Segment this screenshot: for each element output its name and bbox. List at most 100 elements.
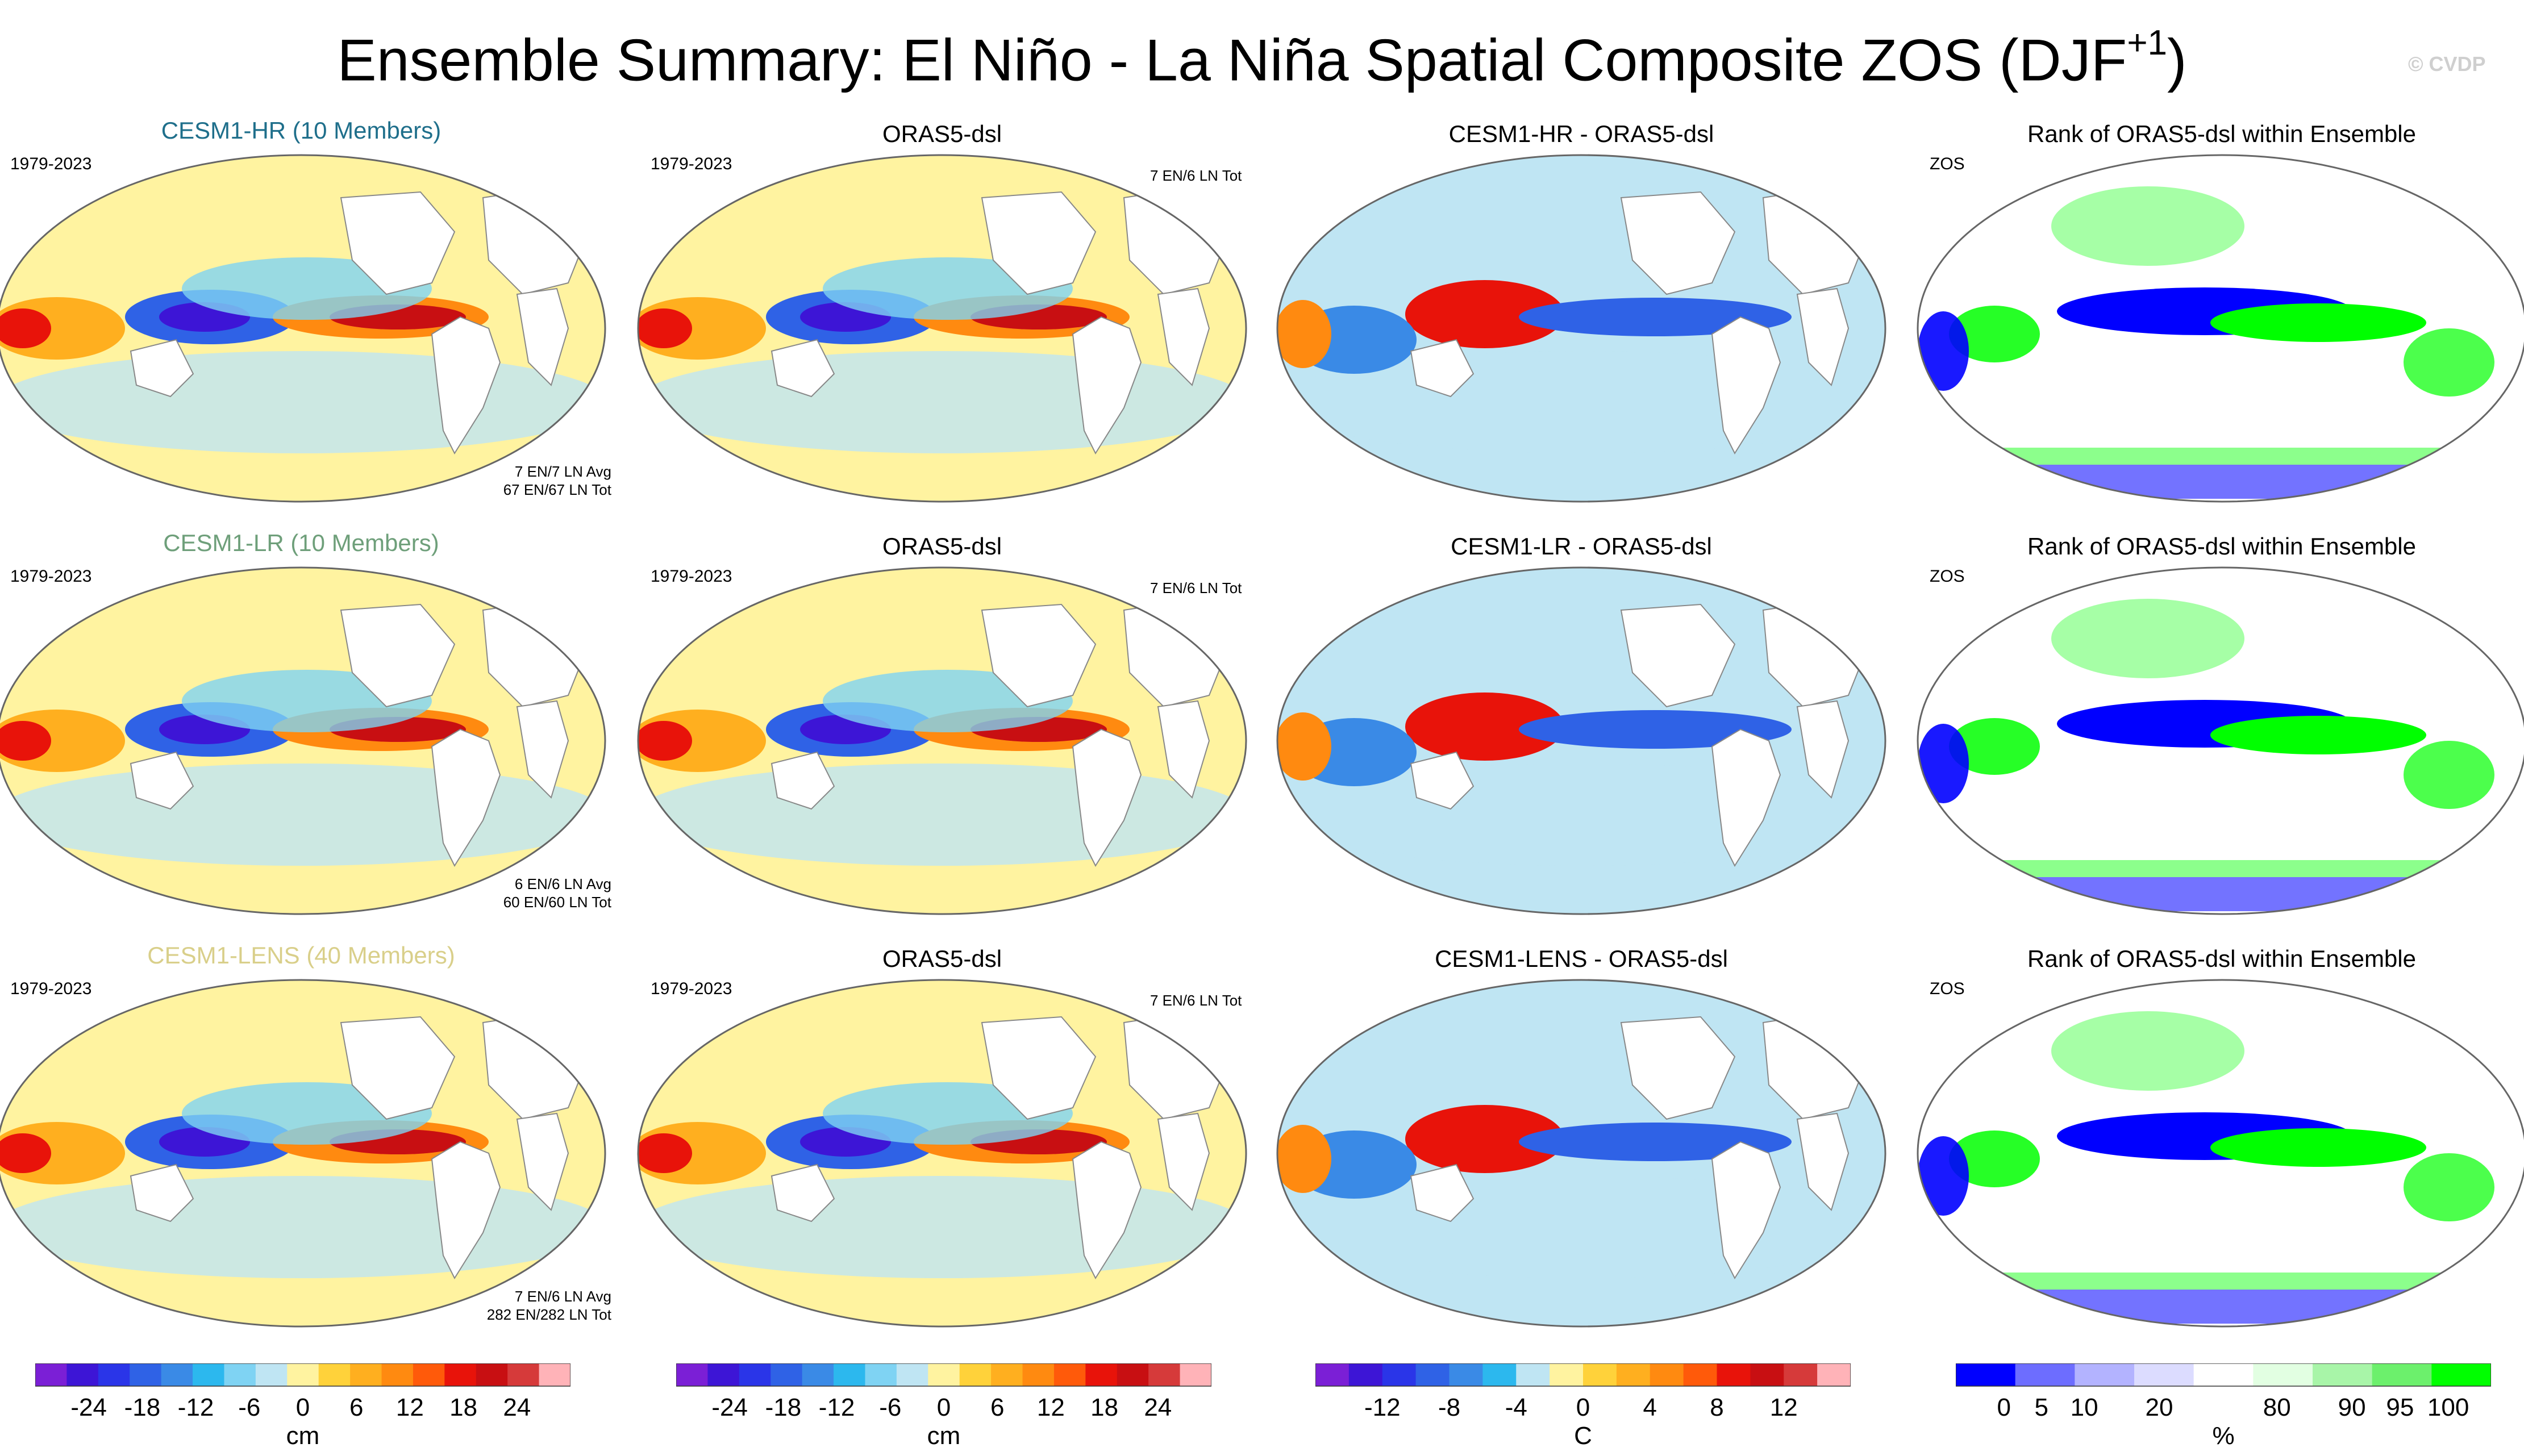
colorbar-swatch (1784, 1363, 1818, 1386)
colorbar-tick-label: 12 (1037, 1394, 1065, 1421)
land-mass (1072, 1141, 1142, 1280)
colorbar-swatch (2372, 1363, 2432, 1386)
title-close: ) (2167, 27, 2187, 94)
land-mass (1711, 728, 1781, 867)
land-mass (1157, 700, 1210, 799)
land-mass (1410, 751, 1475, 810)
colorbar-swatch (2313, 1363, 2373, 1386)
rank-blob (2210, 303, 2426, 342)
model-panel-title: CESM1-LENS (40 Members) (147, 942, 455, 969)
rank-blob (1918, 465, 2524, 499)
colorbar-swatch (1085, 1363, 1118, 1386)
model-period: 1979-2023 (10, 155, 92, 173)
rank-blob (2051, 599, 2244, 678)
map-diff (1276, 566, 1886, 915)
colorbar-swatch (2075, 1363, 2135, 1386)
rank-blob (2051, 186, 2244, 266)
colorbar: -12 -8 -4 0 4 8 12 C (1315, 1363, 1851, 1449)
colorbar-swatch (865, 1363, 897, 1386)
rank-panel-title: Rank of ORAS5-dsl within Ensemble (2027, 533, 2416, 560)
map-field (1405, 1105, 1564, 1173)
obs-panel-title: ORAS5-dsl (882, 945, 1002, 972)
colorbar-tick-label: 18 (1090, 1394, 1118, 1421)
model-event-avg: 7 EN/6 LN Avg (514, 1288, 611, 1305)
colorbar-swatch (928, 1363, 960, 1386)
colorbar-swatch (1382, 1363, 1417, 1386)
colorbar: -24 -18 -12 -6 0 6 12 18 24 cm (676, 1363, 1211, 1449)
land-mass (130, 751, 194, 810)
map-field (1277, 300, 1331, 368)
colorbar-swatch (130, 1363, 162, 1386)
colorbar-swatch (1817, 1363, 1851, 1386)
obs-period: 1979-2023 (651, 979, 732, 998)
colorbar-swatch (66, 1363, 99, 1386)
colorbar-tick-label: -24 (711, 1394, 748, 1421)
colorbar-tick-label: 0 (937, 1394, 951, 1421)
map-obs (637, 566, 1247, 915)
colorbar-swatch (507, 1363, 540, 1386)
land-mass (1796, 287, 1850, 386)
rank-variable: ZOS (1930, 567, 1965, 586)
map-model (0, 154, 606, 503)
colorbar-tick-label: 4 (1643, 1394, 1657, 1421)
land-mass (1796, 1112, 1850, 1211)
obs-panel-title: ORAS5-dsl (882, 533, 1002, 560)
colorbar-tick-label: -6 (879, 1394, 901, 1421)
colorbar-tick-label: 6 (990, 1394, 1004, 1421)
colorbar-swatch (1583, 1363, 1617, 1386)
colorbar-swatch (1650, 1363, 1684, 1386)
map-field (0, 308, 51, 348)
diff-panel-title: CESM1-LR - ORAS5-dsl (1451, 533, 1712, 560)
title-superscript: +1 (2127, 23, 2168, 62)
land-mass (340, 1016, 456, 1120)
map-border (1917, 566, 2524, 915)
colorbar-swatch (1616, 1363, 1651, 1386)
rank-blob (1918, 1273, 2524, 1290)
model-event-avg: 6 EN/6 LN Avg (514, 875, 611, 892)
map-field (0, 351, 605, 453)
rank-blob (1918, 724, 1969, 803)
title-main: Ensemble Summary: El Niño - La Niña Spat… (337, 27, 2127, 94)
map-model (0, 979, 606, 1328)
land-mass (1157, 1112, 1210, 1211)
colorbar-swatch (350, 1363, 382, 1386)
model-period: 1979-2023 (10, 979, 92, 998)
colorbar-swatch (1550, 1363, 1584, 1386)
map-border (1276, 979, 1886, 1328)
land-mass (1072, 728, 1142, 867)
land-mass (981, 191, 1097, 295)
colorbar-swatch (1516, 1363, 1550, 1386)
colorbar-units: cm (927, 1422, 961, 1449)
map-field (0, 721, 51, 761)
rank-blob (2404, 1153, 2494, 1221)
map-rank (1917, 979, 2524, 1328)
colorbar-tick-label: 100 (2427, 1394, 2469, 1421)
map-field (1277, 1125, 1331, 1193)
colorbar-swatch (1750, 1363, 1784, 1386)
rank-blob (1918, 1136, 1969, 1216)
map-rank (1917, 154, 2524, 503)
colorbar-swatch (444, 1363, 477, 1386)
colorbar-swatch (98, 1363, 130, 1386)
map-diff (1276, 154, 1886, 503)
colorbar-swatch (1022, 1363, 1055, 1386)
colorbar-tick-label: 5 (2034, 1394, 2048, 1421)
land-mass (516, 1112, 569, 1211)
map-border (1917, 979, 2524, 1328)
colorbar-units: C (1574, 1422, 1592, 1449)
colorbar-swatch (1415, 1363, 1450, 1386)
rank-blob (1918, 448, 2524, 465)
colorbar-tick-label: -4 (1505, 1394, 1527, 1421)
map-rank (1917, 566, 2524, 915)
map-border (1276, 566, 1886, 915)
colorbar-swatch (1117, 1363, 1149, 1386)
colorbar-tick-label: 6 (349, 1394, 363, 1421)
diff-panel-title: CESM1-HR - ORAS5-dsl (1448, 120, 1714, 147)
colorbar-tick-label: -8 (1438, 1394, 1460, 1421)
map-field (638, 351, 1246, 453)
colorbar-swatch (2015, 1363, 2075, 1386)
map-border (0, 566, 606, 915)
map-border (0, 979, 606, 1328)
map-field (638, 764, 1246, 866)
colorbar-swatch (1348, 1363, 1383, 1386)
